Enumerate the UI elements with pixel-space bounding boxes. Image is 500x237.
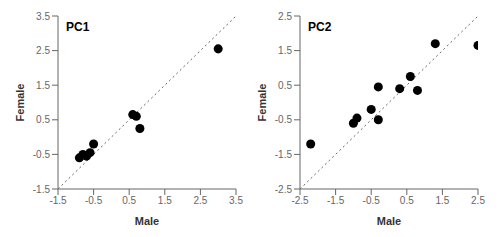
svg-text:0.5: 0.5 xyxy=(36,114,50,125)
svg-text:2.5: 2.5 xyxy=(471,195,485,206)
svg-text:-1.5: -1.5 xyxy=(49,195,67,206)
svg-text:2.5: 2.5 xyxy=(193,195,207,206)
svg-text:-0.5: -0.5 xyxy=(275,114,293,125)
svg-text:-0.5: -0.5 xyxy=(33,149,51,160)
svg-text:-1.5: -1.5 xyxy=(275,149,293,160)
svg-text:-0.5: -0.5 xyxy=(85,195,103,206)
html-text:PC2: PC2 xyxy=(308,20,332,34)
svg-text:0.5: 0.5 xyxy=(400,195,414,206)
svg-text:Female: Female xyxy=(14,84,26,122)
svg-text:Male: Male xyxy=(135,215,159,227)
svg-text:2.5: 2.5 xyxy=(36,45,50,56)
svg-text:0.5: 0.5 xyxy=(278,80,292,91)
svg-text:-1.5: -1.5 xyxy=(327,195,345,206)
svg-text:Male: Male xyxy=(377,215,401,227)
svg-text:1.5: 1.5 xyxy=(36,80,50,91)
svg-text:0.5: 0.5 xyxy=(122,195,136,206)
svg-text:3.5: 3.5 xyxy=(36,11,50,22)
svg-text:2.5: 2.5 xyxy=(278,11,292,22)
svg-text:3.5: 3.5 xyxy=(229,195,243,206)
svg-text:1.5: 1.5 xyxy=(158,195,172,206)
svg-text:-1.5: -1.5 xyxy=(33,184,51,195)
svg-text:-2.5: -2.5 xyxy=(291,195,309,206)
html-text:PC1: PC1 xyxy=(66,20,90,34)
svg-text:1.5: 1.5 xyxy=(278,45,292,56)
svg-text:Female: Female xyxy=(256,84,268,122)
svg-text:1.5: 1.5 xyxy=(435,195,449,206)
svg-text:-0.5: -0.5 xyxy=(363,195,381,206)
svg-text:-2.5: -2.5 xyxy=(275,184,293,195)
